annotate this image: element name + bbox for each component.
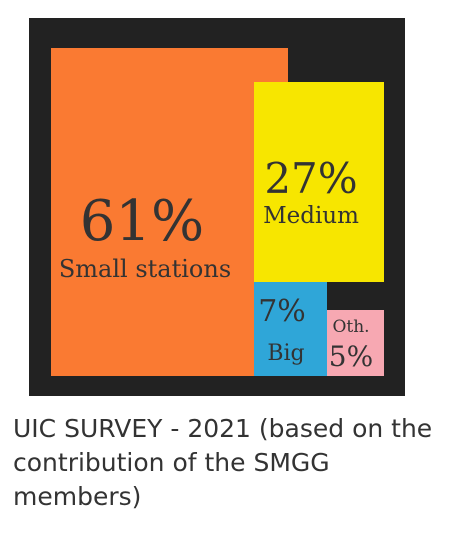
slice-others bbox=[327, 310, 384, 376]
slice-small-stations-percent: 61% bbox=[80, 189, 204, 254]
slice-others-label: Oth. bbox=[332, 317, 369, 337]
slice-big bbox=[254, 282, 327, 376]
slice-small-stations bbox=[51, 48, 288, 376]
slice-medium bbox=[254, 82, 384, 282]
slice-medium-percent: 27% bbox=[264, 154, 357, 203]
slice-big-label: Big bbox=[267, 341, 304, 366]
slice-others-percent: 5% bbox=[329, 340, 373, 373]
slice-small-stations-label: Small stations bbox=[59, 255, 231, 283]
chart-caption: UIC SURVEY - 2021 (based on the contribu… bbox=[13, 414, 433, 511]
slice-big-percent: 7% bbox=[258, 294, 306, 329]
treemap-chart: 61% Small stations 27% Medium 7% Big Oth… bbox=[29, 18, 405, 396]
slice-medium-label: Medium bbox=[263, 203, 359, 229]
